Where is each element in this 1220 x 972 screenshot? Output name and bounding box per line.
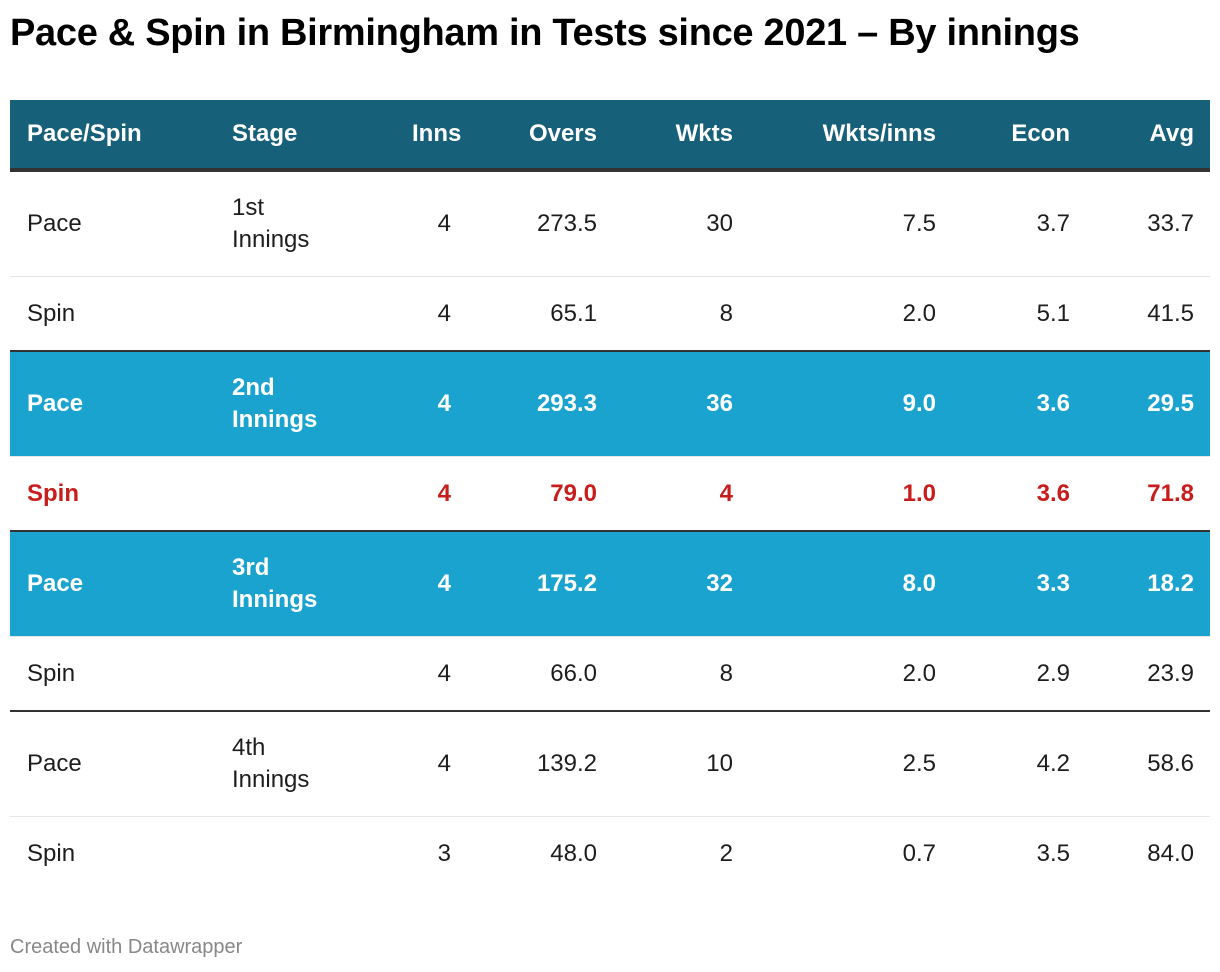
table-cell: 4.2 [1036, 750, 1070, 777]
table-cell: 1.0 [749, 456, 952, 532]
table-cell: 2.0 [749, 636, 952, 712]
table-row: Spin 3 48.0 2 0.7 3.5 84.0 [10, 816, 1210, 890]
table-row: Pace 4th Innings 4 139.2 10 2.5 4.2 58.6 [10, 711, 1210, 817]
table-cell: Pace [27, 210, 82, 237]
table-cell: 29.5 [1086, 351, 1210, 457]
stage-line: Innings [232, 586, 318, 613]
table-cell: 8.0 [749, 531, 952, 637]
table-row: Pace 1st Innings 4 273.5 30 7.5 3.7 33.7 [10, 170, 1210, 277]
table-cell: 58.6 [1147, 750, 1194, 777]
table-cell: 2.0 [749, 276, 952, 352]
table-cell: 3.3 [952, 531, 1086, 637]
table-cell: 18.2 [1086, 531, 1210, 637]
table-cell: 23.9 [1086, 636, 1210, 712]
table-cell: 1st Innings [215, 170, 395, 277]
table-cell: 3rd Innings [215, 531, 395, 637]
table-cell: 3.5 [952, 816, 1086, 890]
table-row: Spin 4 79.0 4 1.0 3.6 71.8 [10, 456, 1210, 532]
table-cell: 36 [613, 351, 749, 457]
table-cell: 293.3 [467, 351, 613, 457]
stage-line: 3rd [232, 554, 270, 581]
column-header[interactable]: Inns [395, 100, 467, 172]
table-cell: 7.5 [902, 210, 936, 237]
table-cell: 0.7 [749, 816, 952, 890]
table-row: Spin 4 65.1 8 2.0 5.1 41.5 [10, 276, 1210, 352]
table-cell: 41.5 [1086, 276, 1210, 352]
table-cell: 139.2 [536, 750, 597, 777]
page-title: Pace & Spin in Birmingham in Tests since… [10, 12, 1080, 54]
table-cell [215, 456, 395, 532]
table-cell: 30 [706, 210, 733, 237]
column-header[interactable]: Wkts [613, 100, 749, 172]
column-header[interactable]: Avg [1086, 100, 1210, 172]
table-cell: 84.0 [1086, 816, 1210, 890]
table-cell: 273.5 [536, 210, 597, 237]
table-cell [215, 816, 395, 890]
table-cell: 4 [395, 351, 467, 457]
table-row: Pace 2nd Innings 4 293.3 36 9.0 3.6 29.5 [10, 351, 1210, 457]
table-cell: 4 [437, 210, 451, 237]
table-cell: 32 [613, 531, 749, 637]
column-header[interactable]: Overs [467, 100, 613, 172]
table-cell: 5.1 [952, 276, 1086, 352]
table-cell: 10 [706, 750, 733, 777]
table-cell: 4 [395, 456, 467, 532]
table-cell: 2.5 [902, 750, 936, 777]
table-cell: Spin [10, 816, 215, 890]
table-cell: Pace [27, 750, 82, 777]
table-cell: 2 [613, 816, 749, 890]
table-row: Spin 4 66.0 8 2.0 2.9 23.9 [10, 636, 1210, 712]
stage-line: Innings [232, 226, 310, 253]
table-cell: 2nd Innings [215, 351, 395, 457]
column-header[interactable]: Pace/Spin [10, 100, 215, 172]
table-cell: 4 [437, 750, 451, 777]
table-cell: 4th Innings [215, 711, 395, 817]
table-cell: 8 [613, 276, 749, 352]
table-cell: 4 [395, 531, 467, 637]
table-cell: 8 [613, 636, 749, 712]
table-cell: Spin [10, 276, 215, 352]
table-cell: 4 [395, 636, 467, 712]
table-cell: 4 [395, 276, 467, 352]
stage-line: Innings [232, 766, 310, 793]
column-header[interactable]: Econ [952, 100, 1086, 172]
table-cell: 66.0 [467, 636, 613, 712]
table-cell: Pace [10, 531, 215, 637]
table-cell: 4 [613, 456, 749, 532]
header-row: Pace/Spin Stage Inns Overs Wkts Wkts/inns Econ… [10, 100, 1210, 172]
table-cell: 3 [395, 816, 467, 890]
table-row: Pace 3rd Innings 4 175.2 32 8.0 3.3 18.2 [10, 531, 1210, 637]
table-cell: 65.1 [467, 276, 613, 352]
stage-line: 1st [232, 194, 265, 221]
table-cell: Spin [10, 456, 215, 532]
table-cell: Pace [10, 351, 215, 457]
table-cell: 175.2 [467, 531, 613, 637]
table-cell: 3.6 [952, 456, 1086, 532]
table-cell [215, 276, 395, 352]
column-header[interactable]: Wkts/inns [749, 100, 952, 172]
footer-credit: Created with Datawrapper [10, 936, 243, 958]
table-cell: 3.7 [1036, 210, 1070, 237]
table-cell: 79.0 [467, 456, 613, 532]
stage-line: 2nd [232, 374, 275, 401]
table-cell [215, 636, 395, 712]
table-cell: 33.7 [1147, 210, 1194, 237]
table-cell: 71.8 [1086, 456, 1210, 532]
table-cell: 9.0 [749, 351, 952, 457]
table-cell: 2.9 [952, 636, 1086, 712]
data-table: Pace/Spin Stage Inns Overs Wkts Wkts/inns Econ… [10, 100, 1210, 890]
stage-line: Innings [232, 406, 318, 433]
table-cell: 48.0 [467, 816, 613, 890]
table-cell: Spin [10, 636, 215, 712]
column-header[interactable]: Stage [215, 100, 395, 172]
table-cell: 3.6 [952, 351, 1086, 457]
stage-line: 4th [232, 734, 266, 761]
